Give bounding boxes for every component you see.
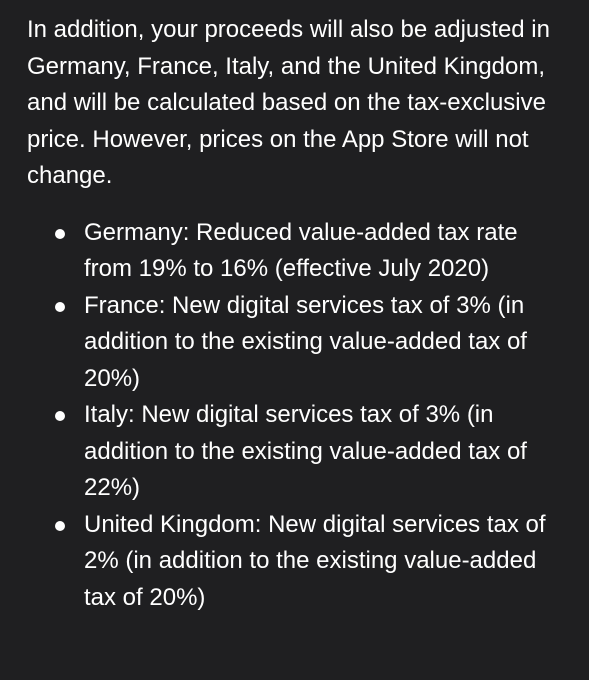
list-item-germany: Germany: Reduced value-added tax rate fr…: [55, 215, 567, 288]
country-tax-list: Germany: Reduced value-added tax rate fr…: [27, 215, 567, 617]
intro-paragraph: In addition, your proceeds will also be …: [27, 16, 550, 189]
list-item-italy: Italy: New digital services tax of 3% (i…: [55, 397, 567, 507]
message-content: In addition, your proceeds will also be …: [27, 12, 567, 616]
list-item-france: France: New digital services tax of 3% (…: [55, 288, 567, 398]
list-item-united-kingdom: United Kingdom: New digital services tax…: [55, 507, 567, 617]
